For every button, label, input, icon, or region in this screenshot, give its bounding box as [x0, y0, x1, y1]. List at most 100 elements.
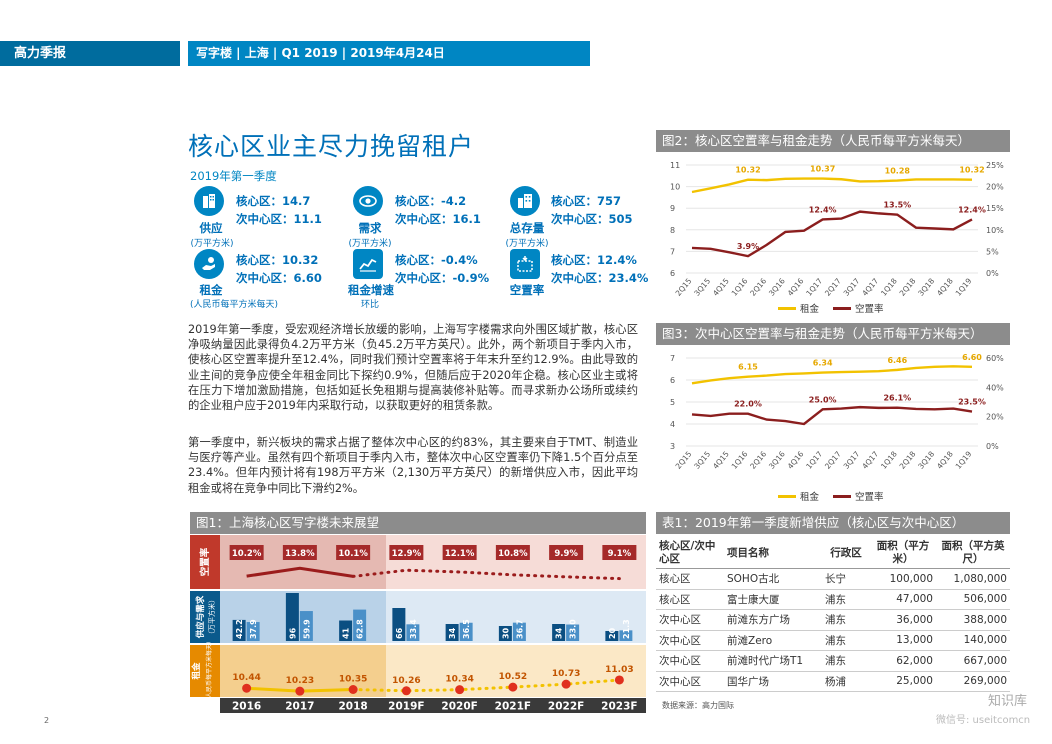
rent-row-tag	[190, 645, 220, 697]
eye-search-icon	[353, 186, 383, 216]
rent-row-label: 租金	[191, 662, 202, 680]
rent-data-label: 11.03	[605, 665, 633, 675]
table1-title: 表1：2019年第一季度新增供应（核心区与次中心区）	[656, 512, 1010, 534]
buildings-icon	[510, 186, 540, 216]
table-cell: 国华广场	[724, 671, 822, 692]
supply-row-unit: （万平方米）	[207, 596, 216, 638]
fig1-title: 图1：上海核心区写字楼未来展望	[190, 512, 646, 534]
x-tick-label: 1Q16	[730, 276, 750, 297]
vacancy-actual-line	[246, 566, 354, 578]
supply-label: 供应	[199, 221, 223, 235]
fig2-chart: 6 7 8 9 10 11 0% 5% 10% 15% 20% 25% 2Q153Q154Q151Q16…	[670, 161, 1004, 298]
table-cell: 次中心区	[656, 630, 724, 651]
y-tick-left: 7	[670, 354, 675, 363]
legend-rent-swatch	[778, 306, 796, 310]
legend-vacancy-swatch	[833, 494, 852, 498]
vacancy-data-label: 13.5%	[883, 201, 911, 210]
demand-bar-label: 33.4	[409, 619, 418, 639]
rent-point	[614, 675, 624, 685]
rent-growth-kpi	[353, 249, 383, 279]
vacancy-data-label: 12.4%	[958, 205, 986, 214]
rent-series-line	[691, 177, 973, 194]
table-cell: 浦东	[822, 609, 870, 631]
table-cell: 富士康大厦	[724, 589, 822, 610]
x-tick-label: 3Q15	[692, 276, 712, 297]
fig2-title: 图2：核心区空置率与租金走势（人民币每平方米每天）	[656, 130, 1010, 152]
y-tick-right: 10%	[986, 226, 1004, 235]
rent-sub: 次中心区：6.60	[236, 271, 322, 285]
rent-data-label: 10.32	[959, 166, 984, 175]
table-cell: 1,080,000	[936, 568, 1010, 590]
rent-point	[295, 686, 305, 696]
col-header-area-sqm: 面积（平方米）	[870, 538, 936, 569]
rent-point	[561, 679, 571, 689]
table-row: 次中心区 前滩时代广场T1 浦东 62,000 667,000	[656, 650, 1010, 672]
demand-label: 需求	[358, 221, 382, 235]
vacancy-data-label: 10.8%	[498, 549, 528, 559]
page-title: 核心区业主尽力挽留租户	[188, 132, 475, 161]
x-tick-label: 3Q17	[842, 276, 862, 297]
rent-label: 租金	[199, 283, 223, 297]
supply-kpi	[194, 186, 224, 216]
y-tick-right: 20%	[986, 183, 1004, 192]
x-tick-label: 4Q17	[860, 276, 880, 297]
x-tick-label: 2Q15	[674, 276, 694, 297]
vacancy-row-label: 空置率	[199, 547, 211, 576]
table-row: 核心区 SOHO古北 长宁 100,000 1,080,000	[656, 568, 1010, 590]
stock-kpi	[510, 186, 540, 216]
demand-bar	[406, 624, 420, 641]
supply-bar	[392, 608, 406, 641]
rent-data-label: 6.34	[813, 359, 833, 368]
year-label: 2021F	[495, 701, 531, 713]
table-cell: 浦东	[822, 650, 870, 672]
demand-kpi	[353, 186, 383, 216]
x-tick-label: 1Q19	[954, 449, 974, 470]
rent-growth-core: 核心区：-0.4%	[395, 253, 478, 267]
rent-data-label: 10.28	[885, 167, 911, 176]
x-tick-label: 2Q18	[898, 276, 918, 297]
vacancy-data-label: 23.5%	[958, 398, 986, 407]
supply-bar	[339, 620, 353, 641]
supply-bar	[232, 619, 246, 641]
supply-bar-label: 42.2	[235, 619, 244, 639]
page-subtitle: 2019年第一季度	[190, 169, 277, 183]
rent-data-label: 10.35	[339, 675, 367, 685]
supply-unit: (万平方米)	[190, 239, 234, 249]
rent-point	[455, 685, 465, 695]
vacancy-data-label: 12.1%	[445, 549, 475, 559]
demand-bar	[246, 622, 260, 641]
rent-data-label: 6.15	[738, 363, 758, 372]
demand-core: 核心区：-4.2	[395, 194, 467, 208]
y-tick-left: 5	[670, 398, 675, 407]
table-cell: 140,000	[936, 630, 1010, 651]
table-cell: 13,000	[870, 630, 936, 651]
rent-data-label: 10.34	[445, 675, 473, 685]
vacancy-label-box	[336, 545, 371, 560]
vacancy-label: 空置率	[509, 283, 545, 297]
vacancy-data-label: 13.8%	[285, 549, 315, 559]
y-tick-right: 60%	[986, 354, 1004, 363]
table-cell: 核心区	[656, 589, 724, 610]
year-label: 2023F	[601, 701, 637, 713]
x-tick-label: 1Q17	[804, 276, 824, 297]
table-cell: 浦东	[822, 630, 870, 651]
table-row: 次中心区 国华广场 杨浦 25,000 269,000	[656, 671, 1010, 692]
x-tick-label: 2Q15	[674, 449, 694, 470]
y-tick-left: 8	[670, 226, 675, 235]
x-tick-label: 3Q16	[767, 276, 787, 297]
demand-bar	[566, 624, 580, 641]
supply-bar	[552, 624, 566, 641]
legend-vacancy-label: 空置率	[855, 492, 884, 503]
building-icon	[194, 186, 224, 216]
demand-bar-label: 62.8	[356, 619, 365, 639]
rent-unit: (人民币每平方米每天)	[190, 300, 279, 310]
year-bar	[220, 698, 646, 713]
supply-bar-label: 34	[448, 627, 457, 639]
year-label: 2022F	[548, 701, 584, 713]
y-tick-left: 6	[670, 269, 675, 278]
x-tick-label: 4Q17	[860, 449, 880, 470]
rent-forecast-line	[351, 678, 621, 693]
table-cell: 100,000	[870, 568, 936, 590]
rent-data-label: 10.44	[232, 673, 260, 683]
year-label: 2018	[339, 701, 368, 713]
